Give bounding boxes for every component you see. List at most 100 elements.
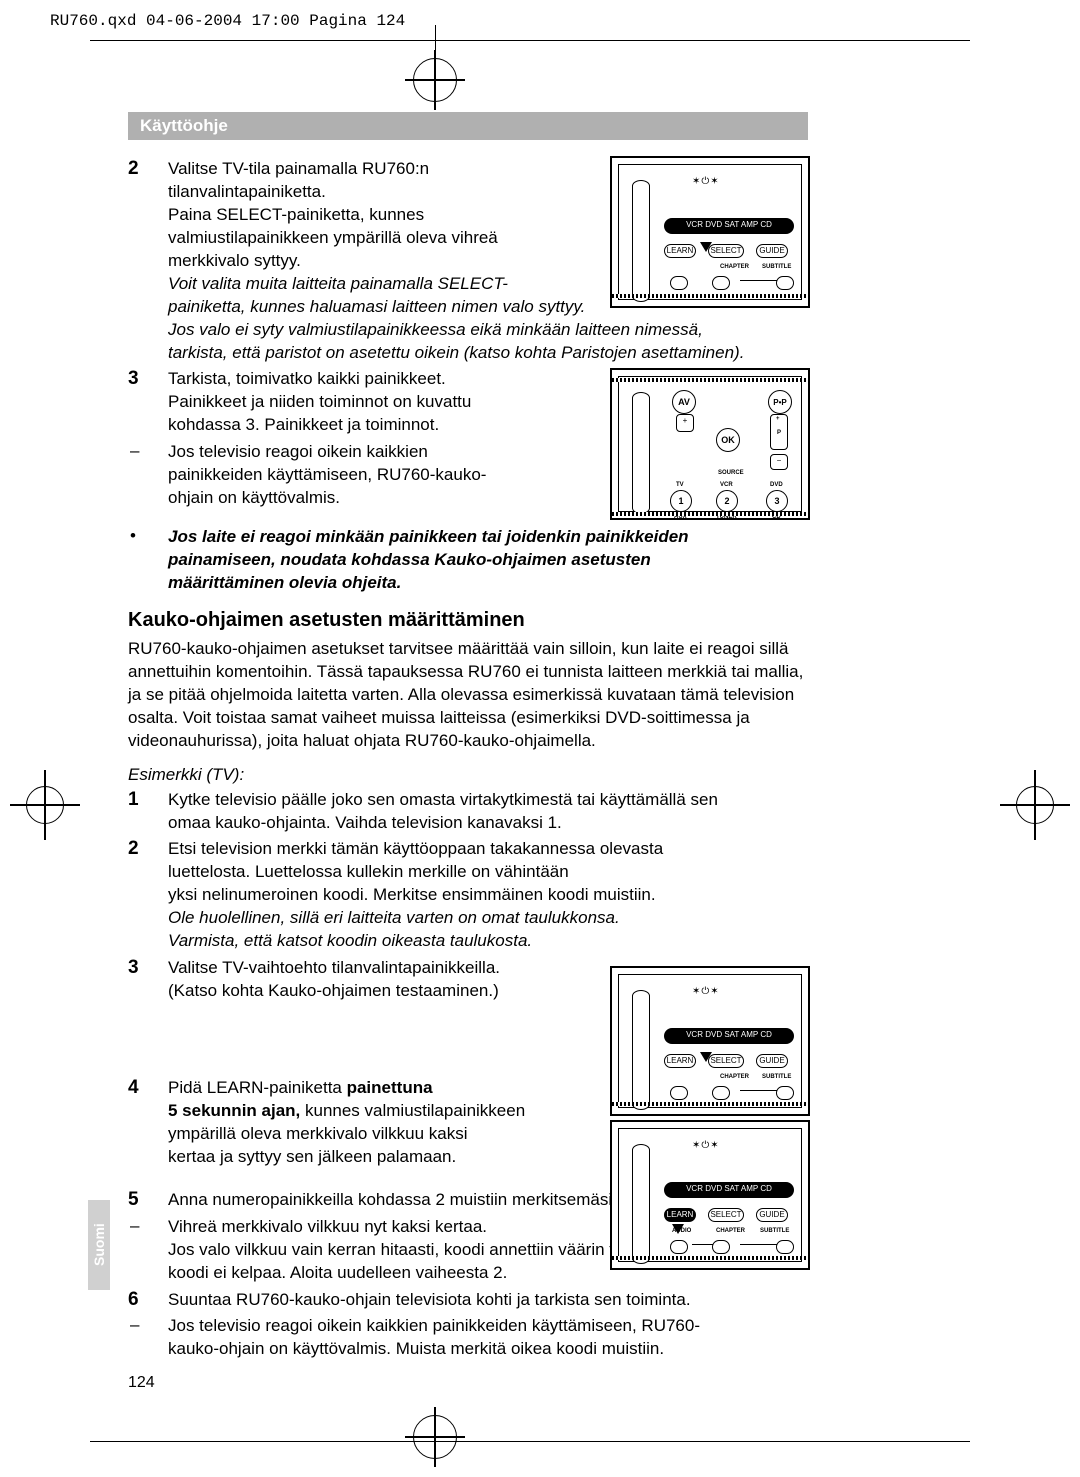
- line: omaa kauko-ohjainta. Vaihda television k…: [168, 813, 562, 832]
- connector-line: [692, 1244, 714, 1245]
- standby-icon: ✶⏻✶: [692, 176, 720, 187]
- registration-left: [10, 770, 80, 840]
- subtitle-label: SUBTITLE: [762, 264, 791, 270]
- example-label: Esimerkki (TV):: [128, 765, 808, 785]
- step-number: 3: [128, 957, 168, 1003]
- figure-remote-top: ✶⏻✶ VCR DVD SAT AMP CD LEARN SELECT GUID…: [610, 156, 810, 308]
- connector-line: [740, 1244, 780, 1245]
- select-button: SELECT: [708, 1054, 744, 1068]
- line: Vihreä merkkivalo vilkkuu nyt kaksi kert…: [168, 1217, 487, 1236]
- pill-button: [712, 1086, 730, 1100]
- step-text: Jos televisio reagoi oikein kaikkien pai…: [168, 1315, 808, 1361]
- dash-marker: –: [128, 441, 168, 510]
- registration-right: [1000, 770, 1070, 840]
- connector-line: [740, 280, 780, 281]
- vol-plus: +: [676, 414, 694, 432]
- line: kohdassa 3. Painikkeet ja toiminnot.: [168, 415, 439, 434]
- line: (Katso kohta Kauko-ohjaimen testaaminen.…: [168, 981, 499, 1000]
- line: painamiseen, noudata kohdassa Kauko-ohja…: [168, 550, 651, 569]
- line: kunnes valmiustilapainikkeen: [300, 1101, 525, 1120]
- line: Anna numeropainikkeilla kohdassa 2 muist…: [168, 1190, 662, 1209]
- step-number: 4: [128, 1077, 168, 1169]
- line: painiketta, kunnes haluamasi laitteen ni…: [168, 297, 585, 316]
- step-text: Etsi television merkki tämän käyttöoppaa…: [168, 838, 808, 953]
- guide-button: GUIDE: [756, 244, 788, 258]
- line: Pidä LEARN-painiketta: [168, 1078, 347, 1097]
- chapter-label: CHAPTER: [716, 1228, 745, 1234]
- dvd-label: DVD: [770, 482, 783, 488]
- line: määrittäminen olevia ohjeita.: [168, 573, 401, 592]
- subsection-heading: Kauko-ohjaimen asetusten määrittäminen: [128, 609, 808, 632]
- line: luettelosta. Luettelossa kullekin merkil…: [168, 862, 569, 881]
- line: tilanvalintapainiketta.: [168, 182, 326, 201]
- figure-remote-step3: ✶⏻✶ VCR DVD SAT AMP CD LEARN SELECT GUID…: [610, 966, 810, 1116]
- line: Valitse TV-vaihtoehto tilanvalintapainik…: [168, 958, 500, 977]
- connector-line: [740, 1090, 780, 1091]
- prog-minus: −: [770, 454, 788, 470]
- line: Jos televisio reagoi oikein kaikkien: [168, 442, 428, 461]
- dash-marker: –: [128, 1315, 168, 1361]
- line: Voit valita muita laitteita painamalla S…: [168, 274, 508, 293]
- subtitle-label: SUBTITLE: [760, 1228, 789, 1234]
- bullet-marker: •: [128, 526, 168, 595]
- line: Jos laite ei reagoi minkään painikkeen t…: [168, 527, 689, 546]
- pill-button: [776, 276, 794, 290]
- intro-paragraph: RU760-kauko-ohjaimen asetukset tarvitsee…: [128, 638, 808, 753]
- chapter-label: CHAPTER: [720, 1074, 749, 1080]
- line: yksi nelinumeroinen koodi. Merkitse ensi…: [168, 885, 656, 904]
- top-rule: [90, 40, 970, 41]
- line: painikkeiden käyttämiseen, RU760-kauko-: [168, 465, 486, 484]
- select-button: SELECT: [708, 1208, 744, 1222]
- figure-remote-nav: AV P•P + + P OK − SOURCE TV VCR DVD 1 2 …: [610, 368, 810, 520]
- plus-sign: +: [776, 416, 780, 422]
- p-label: P: [777, 430, 781, 436]
- qxd-header: RU760.qxd 04-06-2004 17:00 Pagina 124: [50, 12, 405, 30]
- line: koodi ei kelpaa. Aloita uudelleen vaihee…: [168, 1263, 507, 1282]
- line: Valitse TV-tila painamalla RU760:n: [168, 159, 429, 178]
- learn-button: LEARN: [664, 244, 696, 258]
- line: painettuna: [347, 1078, 433, 1097]
- pill-button: [670, 276, 688, 290]
- line: Etsi television merkki tämän käyttöoppaa…: [168, 839, 663, 858]
- line: Suuntaa RU760-kauko-ohjain televisiota k…: [168, 1290, 691, 1309]
- chapter-label: CHAPTER: [720, 264, 749, 270]
- crop-circle-top: [413, 58, 457, 102]
- tv-label: TV: [676, 482, 684, 488]
- step-number: 6: [128, 1289, 168, 1312]
- av-button: AV: [672, 390, 696, 414]
- section-heading: Käyttöohje: [128, 112, 808, 140]
- guide-button: GUIDE: [756, 1054, 788, 1068]
- figure-remote-step4: ✶⏻✶ VCR DVD SAT AMP CD LEARN SELECT GUID…: [610, 1120, 810, 1270]
- device-strip: VCR DVD SAT AMP CD: [664, 218, 794, 234]
- line: kertaa ja syttyy sen jälkeen palamaan.: [168, 1147, 456, 1166]
- standby-icon: ✶⏻✶: [692, 986, 720, 997]
- learn-button-active: LEARN: [664, 1208, 696, 1222]
- step-number: 5: [128, 1189, 168, 1212]
- num3-button: 3: [766, 490, 788, 512]
- step-number: 2: [128, 158, 168, 364]
- line: Jos valo ei syty valmiustilapainikkeessa…: [168, 320, 703, 339]
- step-number: 2: [128, 838, 168, 953]
- pill-button: [712, 276, 730, 290]
- pp-button: P•P: [768, 390, 792, 414]
- num2-button: 2: [716, 490, 738, 512]
- step-number: 1: [128, 789, 168, 835]
- line: Painikkeet ja niiden toiminnot on kuvatt…: [168, 392, 471, 411]
- bottom-rule: [90, 1441, 970, 1442]
- pill-button: [776, 1086, 794, 1100]
- guide-button: GUIDE: [756, 1208, 788, 1222]
- line: Kytke televisio päälle joko sen omasta v…: [168, 790, 718, 809]
- line: valmiustilapainikkeen ympärillä oleva vi…: [168, 228, 498, 247]
- line: kauko-ohjain on käyttövalmis. Muista mer…: [168, 1339, 664, 1358]
- num1-button: 1: [670, 490, 692, 512]
- line: ympärillä oleva merkkivalo vilkkuu kaksi: [168, 1124, 467, 1143]
- ok-button: OK: [716, 428, 740, 452]
- pill-button: [670, 1086, 688, 1100]
- device-strip: VCR DVD SAT AMP CD: [664, 1028, 794, 1044]
- step-number: 3: [128, 368, 168, 437]
- subtitle-label: SUBTITLE: [762, 1074, 791, 1080]
- line: tarkista, että paristot on asetettu oike…: [168, 343, 744, 362]
- crop-circle-bottom: [413, 1415, 457, 1459]
- line: merkkivalo syttyy.: [168, 251, 301, 270]
- line: Ole huolellinen, sillä eri laitteita var…: [168, 908, 620, 927]
